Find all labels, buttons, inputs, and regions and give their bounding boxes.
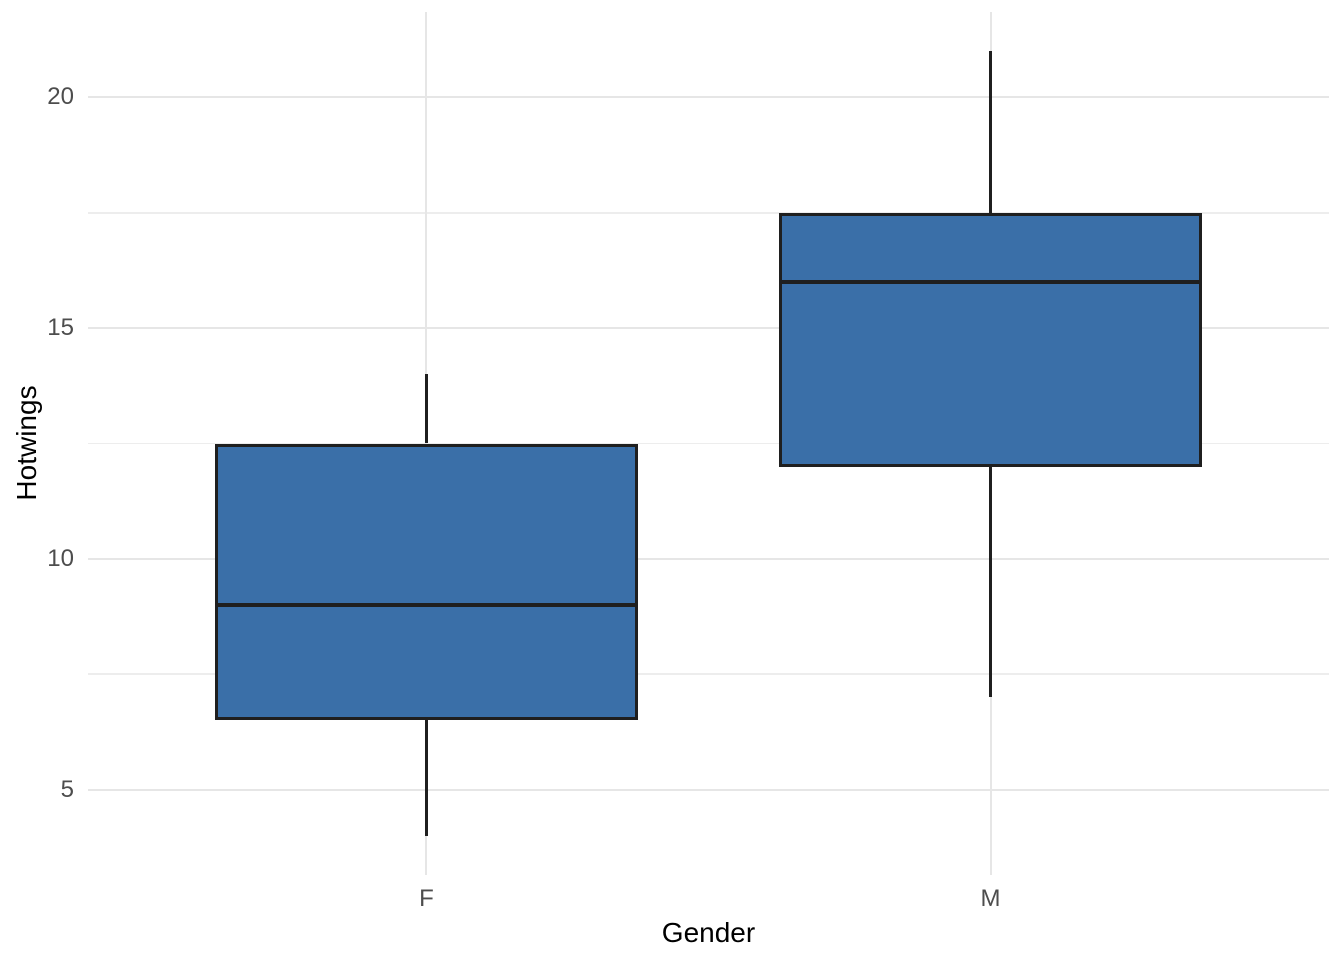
y-axis-title: Hotwings <box>11 385 42 501</box>
y-tick-label-5: 5 <box>60 775 74 803</box>
lower-whisker-f <box>424 720 428 836</box>
gridline-major <box>88 96 1329 99</box>
y-tick-label-10: 10 <box>47 544 74 572</box>
lower-whisker-m <box>989 466 993 698</box>
upper-whisker-m <box>989 51 993 213</box>
box-f <box>214 443 638 721</box>
x-axis-title: Gender <box>661 917 756 948</box>
upper-whisker-f <box>424 374 428 444</box>
median-line-f <box>214 603 638 608</box>
y-tick-label-15: 15 <box>47 314 74 342</box>
plot-panel <box>88 12 1329 875</box>
y-tick-label-20: 20 <box>47 83 74 111</box>
median-line-m <box>779 279 1203 284</box>
box-m <box>779 212 1203 467</box>
gridline-major <box>88 788 1329 791</box>
x-tick-label-f: F <box>419 885 434 912</box>
x-tick-label-m: M <box>980 885 1001 912</box>
